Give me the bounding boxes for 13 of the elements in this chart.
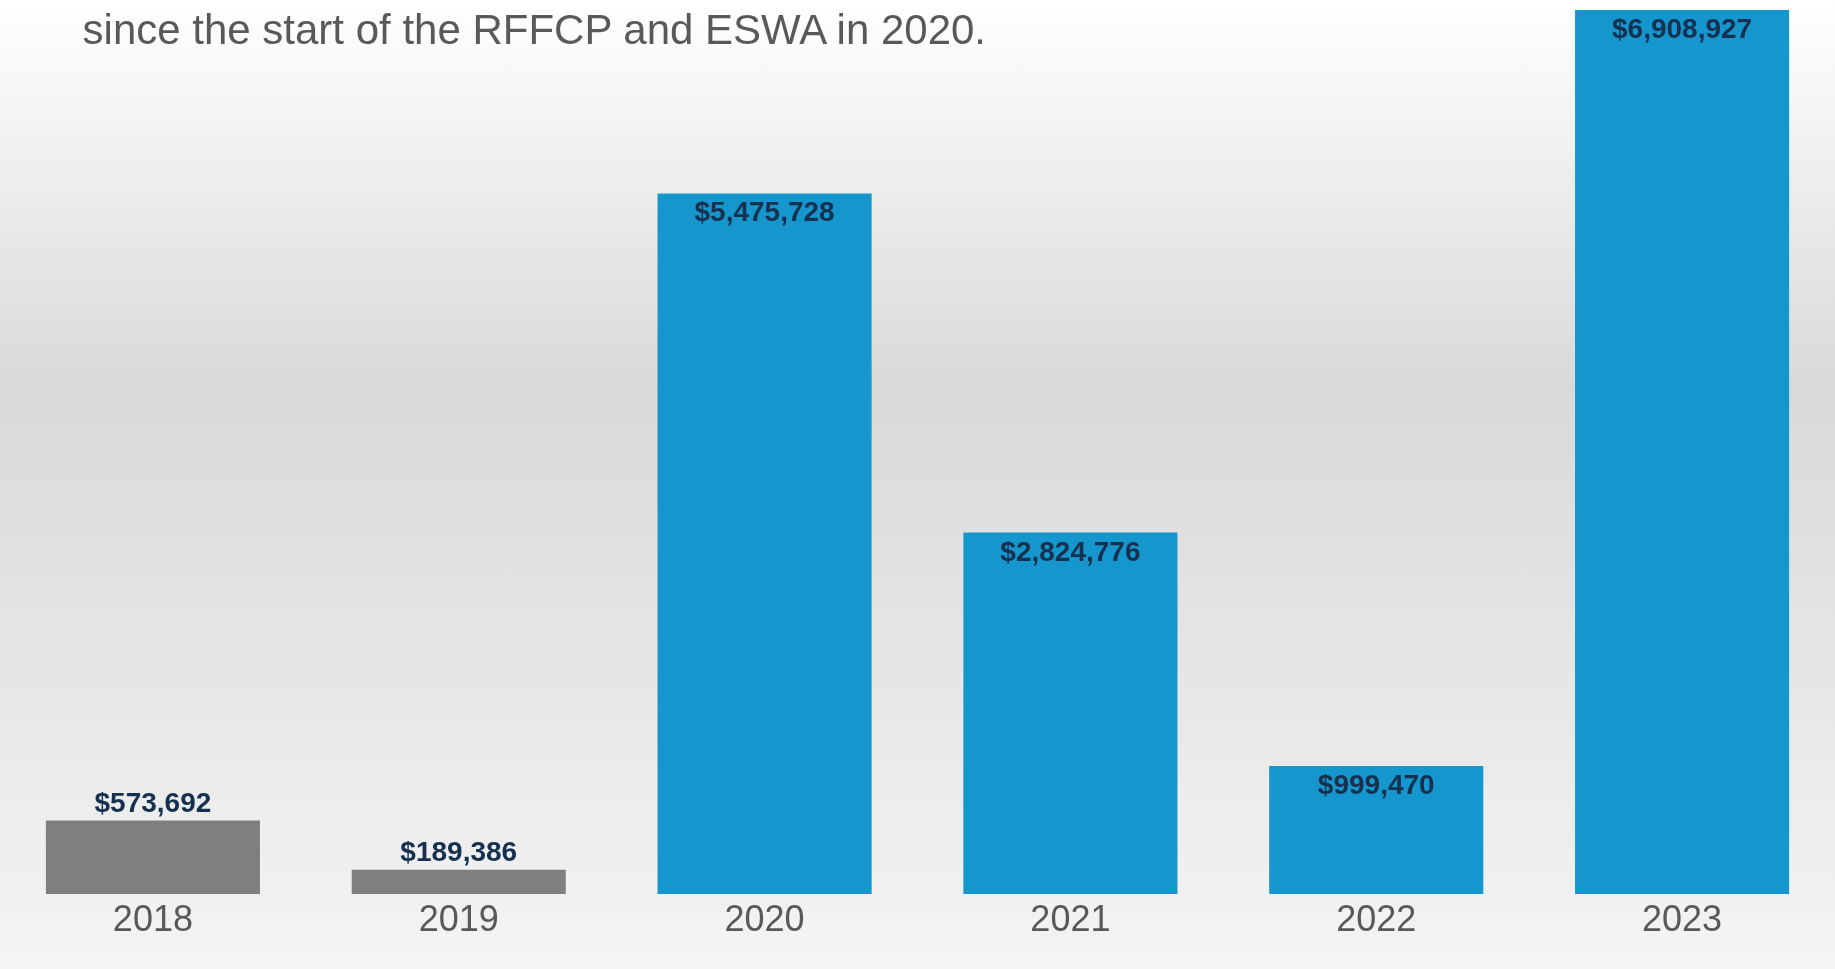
- data-label: $5,475,728: [694, 196, 835, 228]
- data-label: $999,470: [1317, 769, 1435, 801]
- x-tick-label: 2019: [418, 898, 499, 939]
- x-tick-label: 2021: [1030, 898, 1111, 939]
- data-label: $573,692: [94, 786, 212, 818]
- data-label: $2,824,776: [1000, 535, 1141, 567]
- x-tick-label: 2022: [1336, 898, 1417, 939]
- data-label: $6,908,927: [1612, 13, 1753, 44]
- x-tick-label: 2020: [724, 898, 805, 939]
- chart-title: since the start of the RFFCP and ESWA in 2020.: [82, 5, 987, 53]
- x-tick-label: 2023: [1642, 898, 1723, 939]
- x-tick-label: 2018: [112, 898, 193, 939]
- data-label: $189,386: [400, 835, 518, 867]
